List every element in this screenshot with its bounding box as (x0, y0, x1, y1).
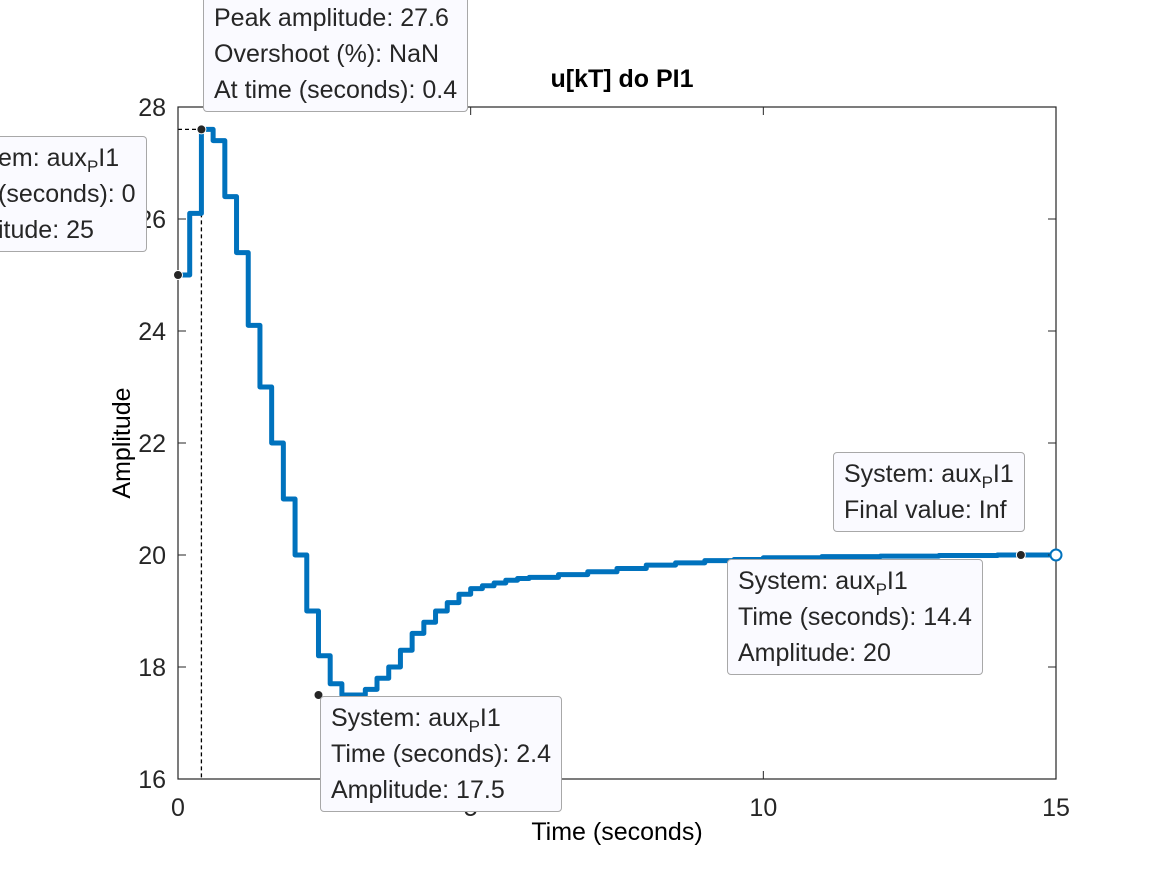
datatip-initial-amplitude: itude: 25 (0, 216, 94, 244)
datatip-peak-time: At time (seconds): 0.4 (214, 76, 458, 104)
datatip-final-value[interactable]: System: auxPI1 Final value: Inf (833, 452, 1025, 532)
datatip-minimum-system: System: auxPI1 (331, 704, 501, 736)
y-tick-label: 16 (138, 766, 166, 794)
y-tick-label: 24 (138, 318, 166, 346)
datatip-settled-time: Time (seconds): 14.4 (738, 603, 972, 631)
chart-title: u[kT] do PI1 (550, 65, 693, 93)
datatip-initial-time: (seconds): 0 (0, 180, 136, 208)
final-value-marker (1049, 548, 1063, 562)
datatip-minimum-time: Time (seconds): 2.4 (331, 740, 551, 768)
datatip-peak-overshoot: Overshoot (%): NaN (214, 40, 440, 68)
datatip-initial[interactable]: em: auxPI1 (seconds): 0 itude: 25 (0, 136, 147, 252)
datatip-marker (1015, 550, 1026, 560)
datatip-peak[interactable]: Peak amplitude: 27.6 Overshoot (%): NaN … (203, 0, 469, 112)
x-axis-label: Time (seconds) (531, 818, 702, 846)
datatip-minimum-amplitude: Amplitude: 17.5 (331, 776, 505, 804)
datatip-settled-system: System: auxPI1 (738, 567, 908, 599)
datatip-peak-amplitude: Peak amplitude: 27.6 (214, 4, 449, 32)
y-tick-label: 22 (138, 430, 166, 458)
datatip-markers (173, 124, 1063, 700)
datatip-marker (173, 270, 183, 280)
datatip-marker (196, 124, 207, 135)
y-tick-label: 28 (138, 94, 166, 122)
y-tick-label: 20 (138, 542, 166, 570)
datatip-final-system: System: auxPI1 (844, 460, 1014, 492)
x-tick-label: 0 (171, 794, 185, 822)
series-line (178, 126, 1056, 698)
peak-guide-lines (178, 128, 203, 779)
x-tick-label: 15 (1042, 794, 1070, 822)
datatip-settled-amplitude: Amplitude: 20 (738, 639, 891, 667)
datatip-settled[interactable]: System: auxPI1 Time (seconds): 14.4 Ampl… (727, 559, 983, 675)
x-tick-label: 10 (749, 794, 777, 822)
y-tick-label: 18 (138, 654, 166, 682)
plot-area-border (177, 106, 1057, 780)
y-axis-label: Amplitude (108, 387, 136, 498)
series-layer (178, 126, 1056, 698)
datatip-minimum[interactable]: System: auxPI1 Time (seconds): 2.4 Ampli… (320, 696, 562, 812)
datatip-initial-system: em: auxPI1 (0, 144, 120, 176)
datatip-final-value-text: Final value: Inf (844, 496, 1007, 524)
